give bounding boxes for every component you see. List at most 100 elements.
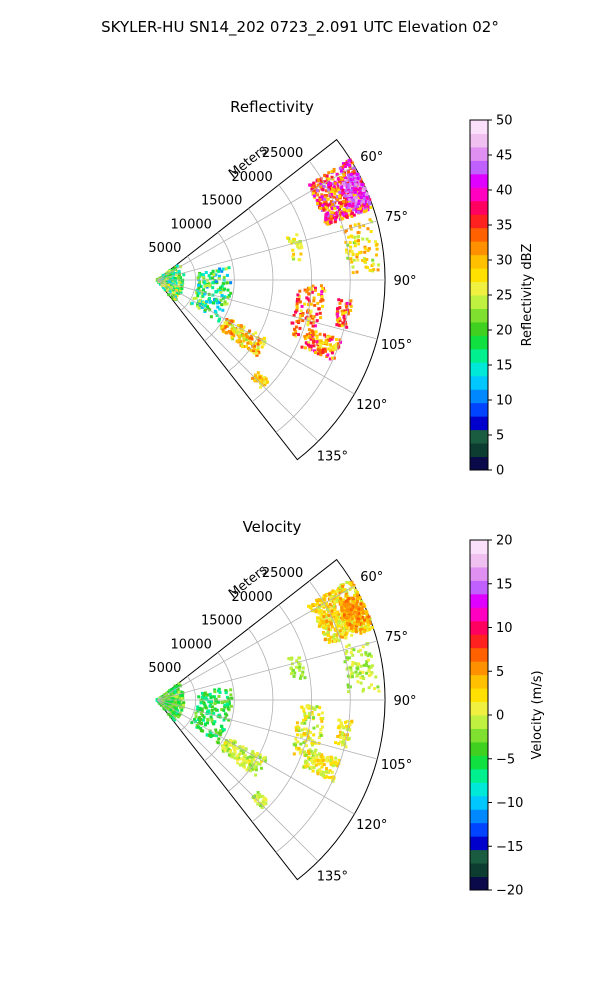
echo-cell xyxy=(233,756,237,760)
echo-cell xyxy=(309,309,313,313)
echo-cell xyxy=(342,588,346,592)
echo-cell xyxy=(252,349,256,353)
echo-cell xyxy=(347,690,351,694)
echo-cell xyxy=(319,185,323,189)
echo-cell xyxy=(316,201,320,205)
echo-cell xyxy=(350,172,354,176)
echo-cell xyxy=(317,608,321,612)
echo-cell xyxy=(352,241,356,245)
echo-cell xyxy=(165,706,169,710)
echo-cell xyxy=(321,716,325,720)
echo-cell xyxy=(367,239,371,243)
echo-cell xyxy=(350,617,354,621)
azimuth-tick-label: 75° xyxy=(385,630,408,645)
echo-cell xyxy=(289,666,293,670)
echo-cell xyxy=(298,289,302,293)
echo-cell xyxy=(218,307,222,311)
echo-cell xyxy=(317,342,321,346)
echo-cell xyxy=(309,758,313,762)
range-ring xyxy=(228,628,274,792)
echo-cell xyxy=(359,609,363,613)
echo-cell xyxy=(334,627,338,631)
echo-cell xyxy=(330,351,334,355)
echo-cell xyxy=(353,610,357,614)
echo-cell xyxy=(344,652,348,656)
echo-cell xyxy=(172,267,176,271)
echo-cell xyxy=(260,806,264,810)
echo-cell xyxy=(348,685,352,689)
echo-cell xyxy=(316,601,320,605)
echo-cell xyxy=(341,724,345,728)
echo-cell xyxy=(294,728,298,732)
echo-cell xyxy=(346,658,350,662)
echo-cell xyxy=(354,630,358,634)
echo-cell xyxy=(301,313,305,317)
echo-cell xyxy=(259,385,263,389)
echo-cell xyxy=(339,169,343,173)
echo-cell xyxy=(340,608,344,612)
colorbar-swatch xyxy=(470,634,488,649)
echo-cell xyxy=(316,762,320,766)
range-ring xyxy=(204,232,235,342)
echo-cell xyxy=(260,345,264,349)
echo-cell xyxy=(331,764,335,768)
echo-cell xyxy=(347,205,351,209)
echo-cell xyxy=(328,759,332,763)
echo-cell xyxy=(311,753,315,757)
colorbar-tick-label: 50 xyxy=(496,114,513,129)
echo-cell xyxy=(327,776,331,780)
echo-cell xyxy=(319,772,323,776)
echo-cell xyxy=(326,197,330,201)
echo-cell xyxy=(302,718,306,722)
echo-cell xyxy=(360,183,364,187)
echo-cell xyxy=(194,296,198,300)
echo-cell xyxy=(343,609,347,613)
echo-cell xyxy=(253,344,257,348)
echo-cell xyxy=(349,304,353,308)
echo-cell xyxy=(314,748,318,752)
echo-cell xyxy=(342,733,346,737)
echo-cell xyxy=(312,344,316,348)
echo-cell xyxy=(238,745,242,749)
echo-cell xyxy=(223,705,227,709)
range-ring xyxy=(180,675,197,731)
echo-cell xyxy=(365,266,369,270)
echo-cell xyxy=(258,804,262,808)
echo-cell xyxy=(344,188,348,192)
echo-cell xyxy=(349,582,353,586)
echo-cell xyxy=(237,752,241,756)
echo-cell xyxy=(337,742,341,746)
echo-cell xyxy=(360,612,364,616)
echo-cell xyxy=(330,212,334,216)
echo-cell xyxy=(229,693,233,697)
colorbar-tick-label: −5 xyxy=(496,752,515,767)
echo-cell xyxy=(359,199,363,203)
echo-cell xyxy=(332,185,336,189)
echo-cell xyxy=(335,342,339,346)
echo-cell xyxy=(230,696,234,700)
echo-cell xyxy=(367,247,371,251)
echo-cell xyxy=(350,211,354,215)
echo-cell xyxy=(337,184,341,188)
echo-cell xyxy=(317,736,321,740)
echo-cell xyxy=(297,728,301,732)
echo-cell xyxy=(364,653,368,657)
echo-cell xyxy=(361,670,365,674)
colorbar-tick-label: 20 xyxy=(496,534,513,549)
echo-cell xyxy=(346,186,350,190)
azimuth-tick-label: 90° xyxy=(393,274,416,289)
echo-cell xyxy=(311,739,315,743)
echo-cell xyxy=(338,194,342,198)
echo-cell xyxy=(338,340,342,344)
echo-cell xyxy=(321,770,325,774)
echo-cell xyxy=(331,595,335,599)
echo-cell xyxy=(320,612,324,616)
echo-cell xyxy=(368,621,372,625)
echo-cell xyxy=(211,695,215,699)
echo-cell xyxy=(308,183,312,187)
echo-cell xyxy=(352,606,356,610)
colorbar-swatch xyxy=(470,715,488,729)
echo-cell xyxy=(309,314,313,318)
azimuth-tick-label: 90° xyxy=(393,694,416,709)
echo-cell xyxy=(237,332,241,336)
